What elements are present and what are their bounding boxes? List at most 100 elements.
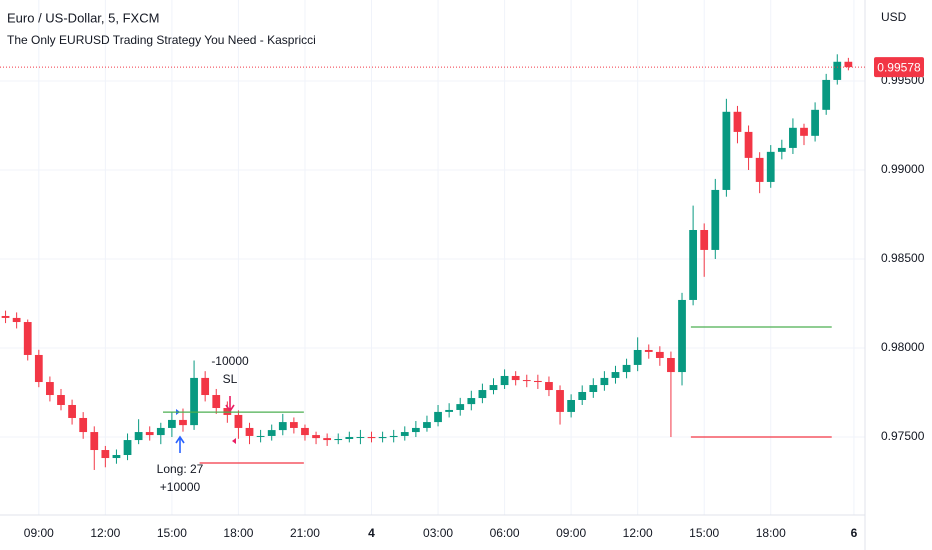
candle-body — [345, 437, 354, 439]
candle-body — [445, 409, 454, 412]
candle-body — [57, 395, 65, 405]
candle-body — [289, 422, 298, 428]
entry-arrow — [175, 435, 185, 453]
candle-body — [79, 417, 88, 433]
y-tick-label: 0.97500 — [881, 429, 925, 443]
candle-body — [312, 435, 320, 439]
candle-body — [755, 157, 764, 182]
grid — [0, 0, 865, 515]
candle-body — [234, 414, 243, 428]
candle-body — [223, 408, 232, 415]
candle-body — [711, 189, 720, 250]
candle-body — [156, 427, 165, 436]
candle-body — [667, 357, 675, 373]
candle-body — [90, 432, 99, 451]
candle-body — [212, 395, 221, 409]
chart-title: Euro / US-Dollar, 5, FXCM — [7, 10, 159, 25]
candle-body — [411, 427, 420, 433]
candle-body — [722, 111, 731, 190]
candle-body — [844, 61, 853, 68]
candle-body — [245, 427, 254, 436]
last-price-box — [874, 57, 924, 78]
x-tick-label: 12:00 — [623, 526, 653, 540]
candle-body — [112, 455, 121, 459]
x-tick-label: 18:00 — [223, 526, 253, 540]
candle-body — [789, 127, 797, 148]
candle-body — [766, 151, 775, 182]
candle-body — [34, 354, 43, 383]
candle-body — [800, 127, 808, 136]
candle-body — [267, 430, 276, 436]
x-tick-label: 09:00 — [556, 526, 586, 540]
candle-body — [578, 391, 587, 401]
x-tick-label: 06:00 — [490, 526, 520, 540]
x-tick-label: 15:00 — [689, 526, 719, 540]
x-tick-label: 09:00 — [24, 526, 54, 540]
candle-body — [811, 109, 819, 136]
candle-body — [589, 385, 598, 392]
candle-body — [68, 404, 76, 418]
candles — [1, 54, 853, 470]
candle-body — [644, 349, 653, 352]
exit-flag — [232, 438, 236, 444]
candle-body — [622, 364, 631, 373]
candle-body — [678, 299, 686, 373]
trade-annotation: SL — [223, 372, 238, 386]
candle-body — [145, 432, 154, 436]
candle-body — [179, 419, 187, 426]
candle-body — [378, 437, 387, 439]
candle-body — [168, 419, 176, 428]
candle-body — [478, 390, 487, 399]
candle-body — [689, 229, 697, 300]
x-tick-label: 6 — [851, 526, 858, 540]
candle-body — [423, 422, 431, 428]
candle-body — [467, 398, 476, 405]
last-price-label: 0.99578 — [877, 60, 921, 74]
candle-body — [323, 438, 332, 441]
candle-body — [833, 61, 842, 80]
candle-body — [522, 380, 531, 382]
x-tick-label: 03:00 — [423, 526, 453, 540]
candle-body — [600, 377, 609, 386]
candle-body — [533, 380, 542, 383]
trade-annotation: Long: 27 — [157, 462, 204, 476]
candle-body — [101, 450, 110, 459]
candle-body — [334, 438, 343, 441]
exit-arrow — [225, 396, 235, 413]
candle-body — [134, 432, 143, 441]
candle-body — [777, 147, 786, 152]
candle-body — [12, 317, 21, 323]
candle-body — [511, 375, 520, 381]
candle-body — [822, 79, 831, 110]
candle-body — [744, 131, 753, 158]
chart-subtitle: The Only EURUSD Trading Strategy You Nee… — [7, 33, 316, 47]
x-tick-label: 18:00 — [756, 526, 786, 540]
candle-body — [700, 229, 709, 250]
x-tick-label: 21:00 — [290, 526, 320, 540]
currency-label: USD — [881, 10, 907, 24]
candle-body — [46, 382, 54, 396]
candle-body — [456, 404, 465, 410]
candle-body — [556, 390, 564, 412]
candle-body — [278, 422, 287, 431]
candle-body — [400, 432, 409, 436]
candle-body — [389, 435, 398, 438]
candle-body — [733, 111, 742, 132]
y-tick-label: 0.98500 — [881, 251, 925, 265]
x-tick-label: 4 — [368, 526, 375, 540]
x-tick-label: 15:00 — [157, 526, 187, 540]
candle-body — [256, 435, 265, 437]
trade-annotation: -10000 — [211, 354, 249, 368]
y-tick-label: 0.98000 — [881, 340, 925, 354]
candle-body — [489, 385, 498, 391]
candle-body — [367, 437, 376, 439]
candle-body — [356, 437, 365, 439]
candle-body — [123, 440, 132, 456]
candle-body — [611, 372, 620, 378]
candle-body — [633, 349, 642, 365]
candle-body — [190, 377, 198, 426]
trade-annotation: +10000 — [160, 480, 201, 494]
candle-body — [500, 375, 509, 386]
candle-body — [1, 315, 10, 318]
